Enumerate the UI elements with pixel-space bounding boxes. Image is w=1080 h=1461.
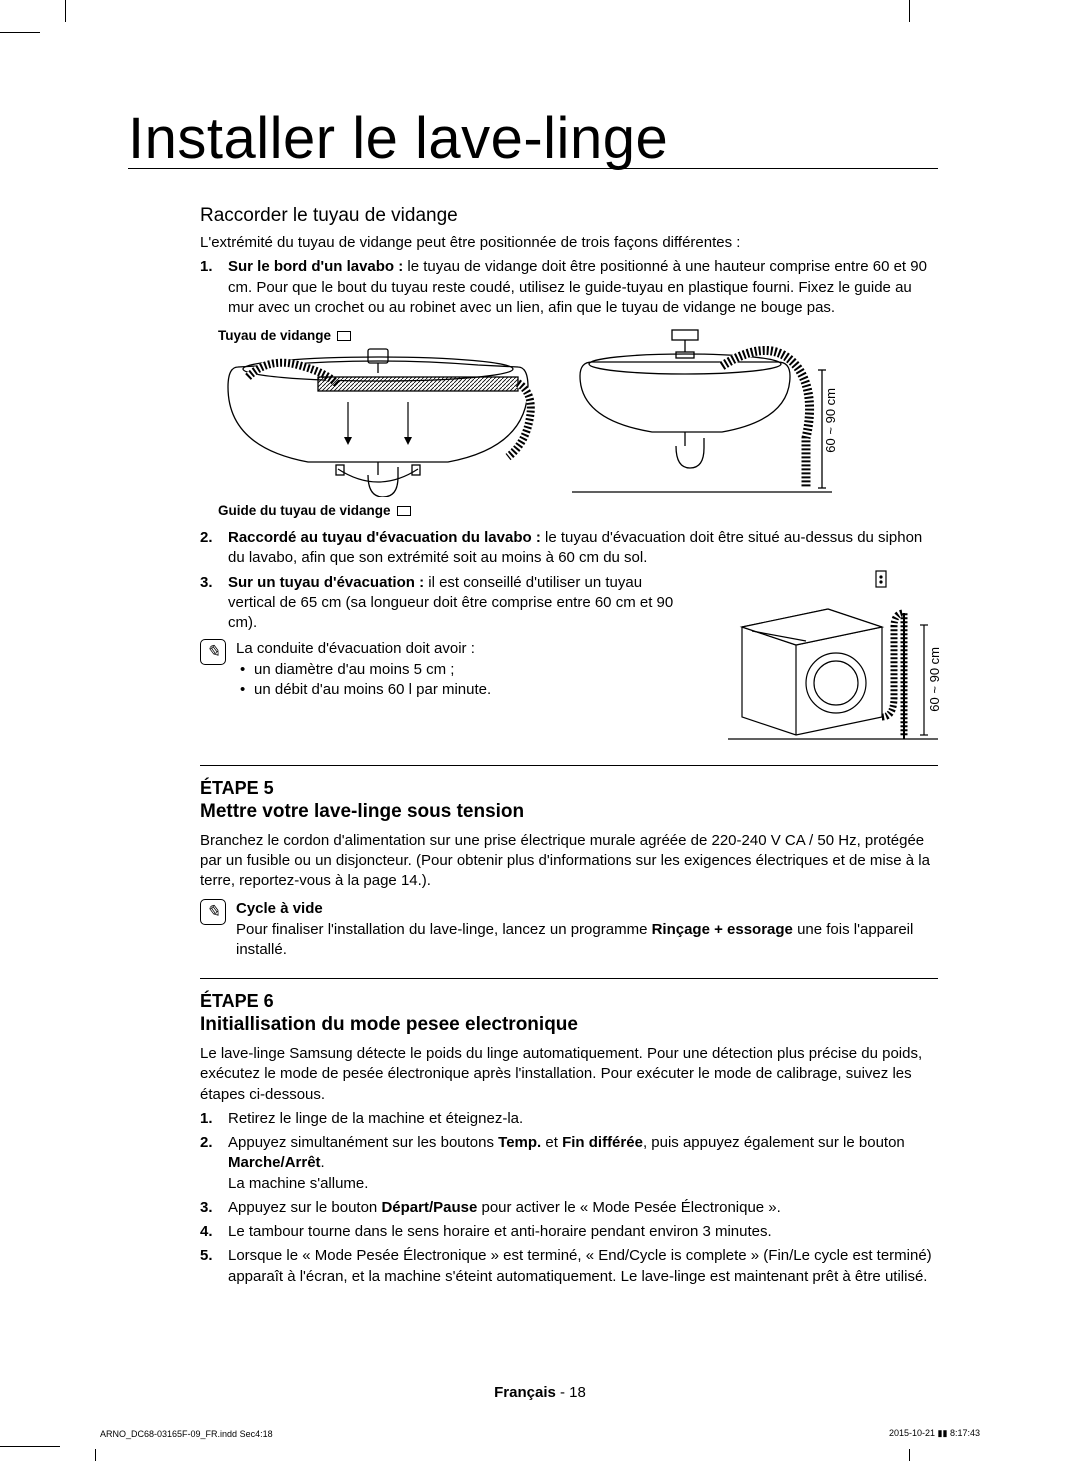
footer-page: 18	[569, 1384, 586, 1401]
note-bullet: un diamètre d'au moins 5 cm ;	[236, 660, 491, 680]
drain-item-3: 3. Sur un tuyau d'évacuation : il est co…	[200, 573, 680, 634]
figure-2: 60 ~ 90 cm	[572, 328, 832, 518]
figure-3: 60 ~ 90 cm	[728, 567, 938, 747]
drain-heading: Raccorder le tuyau de vidange	[200, 205, 938, 227]
step6-sub: Initiallisation du mode pesee electroniq…	[200, 1014, 938, 1036]
step6-item-3: 3. Appuyez sur le bouton Départ/Pause po…	[200, 1198, 938, 1218]
list-number: 2.	[200, 528, 213, 548]
step6-item-2: 2. Appuyez simultanément sur les boutons…	[200, 1133, 938, 1194]
step6-list: 1. Retirez le linge de la machine et éte…	[200, 1109, 938, 1287]
list-lead: Sur un tuyau d'évacuation :	[228, 574, 424, 591]
fig3-height-label: 60 ~ 90 cm	[927, 647, 942, 712]
crop-mark	[0, 1446, 60, 1447]
note-bullets: un diamètre d'au moins 5 cm ; un débit d…	[236, 660, 491, 701]
page-title: Installer le lave-linge	[128, 110, 938, 169]
step5-note-text: Pour finaliser l'installation du lave-li…	[236, 920, 938, 961]
step6-para: Le lave-linge Samsung détecte le poids d…	[200, 1044, 938, 1105]
note-body: Cycle à vide Pour finaliser l'installati…	[236, 899, 938, 960]
fig2-height-label: 60 ~ 90 cm	[823, 388, 838, 453]
crop-mark	[909, 1449, 910, 1461]
drain-intro: L'extrémité du tuyau de vidange peut êtr…	[200, 233, 938, 253]
note-body: La conduite d'évacuation doit avoir : un…	[236, 639, 491, 700]
fig1-label-bottom: Guide du tuyau de vidange	[218, 503, 538, 518]
note-icon: ✎	[200, 899, 226, 925]
step5-note: ✎ Cycle à vide Pour finaliser l'installa…	[200, 899, 938, 960]
drain-list: 1. Sur le bord d'un lavabo : le tuyau de…	[200, 257, 938, 318]
footer-lang: Français	[494, 1384, 556, 1401]
print-meta-left: ARNO_DC68-03165F-09_FR.indd Sec4:18	[100, 1429, 273, 1439]
drain-item-1: 1. Sur le bord d'un lavabo : le tuyau de…	[200, 257, 938, 318]
crop-mark	[95, 1449, 96, 1461]
note-intro: La conduite d'évacuation doit avoir :	[236, 639, 491, 659]
list-number: 1.	[200, 257, 213, 277]
step5-head: ÉTAPE 5	[200, 778, 938, 799]
figure-1: Tuyau de vidange	[218, 328, 538, 518]
step6-item-1: 1. Retirez le linge de la machine et éte…	[200, 1109, 938, 1129]
list-lead: Raccordé au tuyau d'évacuation du lavabo…	[228, 529, 541, 546]
print-meta-right: 2015-10-21 ▮▮ 8:17:43	[889, 1428, 980, 1439]
crop-mark	[0, 32, 40, 33]
divider	[200, 978, 938, 979]
arrow-icon	[397, 506, 411, 516]
drain-list-cont: 2. Raccordé au tuyau d'évacuation du lav…	[200, 528, 938, 569]
fig3-svg	[728, 567, 938, 747]
step5-para: Branchez le cordon d'alimentation sur un…	[200, 831, 938, 892]
divider	[200, 765, 938, 766]
step6-item-5: 5. Lorsque le « Mode Pesée Électronique …	[200, 1246, 938, 1287]
step5-sub: Mettre votre lave-linge sous tension	[200, 801, 938, 823]
fig2-svg: 60 ~ 90 cm	[572, 328, 832, 498]
step6-item-4: 4. Le tambour tourne dans le sens horair…	[200, 1222, 938, 1242]
drain-note: ✎ La conduite d'évacuation doit avoir : …	[200, 639, 708, 700]
crop-mark	[909, 0, 910, 22]
fig1-label-top: Tuyau de vidange	[218, 328, 538, 343]
figure-row-1: Tuyau de vidange	[200, 328, 938, 518]
page-footer: Français - 18	[0, 1384, 1080, 1401]
page-content: Installer le lave-linge Raccorder le tuy…	[128, 110, 938, 1291]
note-bullet: un débit d'au moins 60 l par minute.	[236, 680, 491, 700]
step6-head: ÉTAPE 6	[200, 991, 938, 1012]
note-icon: ✎	[200, 639, 226, 665]
arrow-icon	[337, 331, 351, 341]
content-body: Raccorder le tuyau de vidange L'extrémit…	[128, 205, 938, 1287]
step5-note-title: Cycle à vide	[236, 899, 938, 919]
fig1-svg	[218, 347, 538, 497]
list-lead: Sur le bord d'un lavabo :	[228, 258, 403, 275]
crop-mark	[65, 0, 66, 22]
footer-sep: -	[556, 1384, 569, 1401]
drain-item-2: 2. Raccordé au tuyau d'évacuation du lav…	[200, 528, 938, 569]
list-number: 3.	[200, 573, 213, 593]
